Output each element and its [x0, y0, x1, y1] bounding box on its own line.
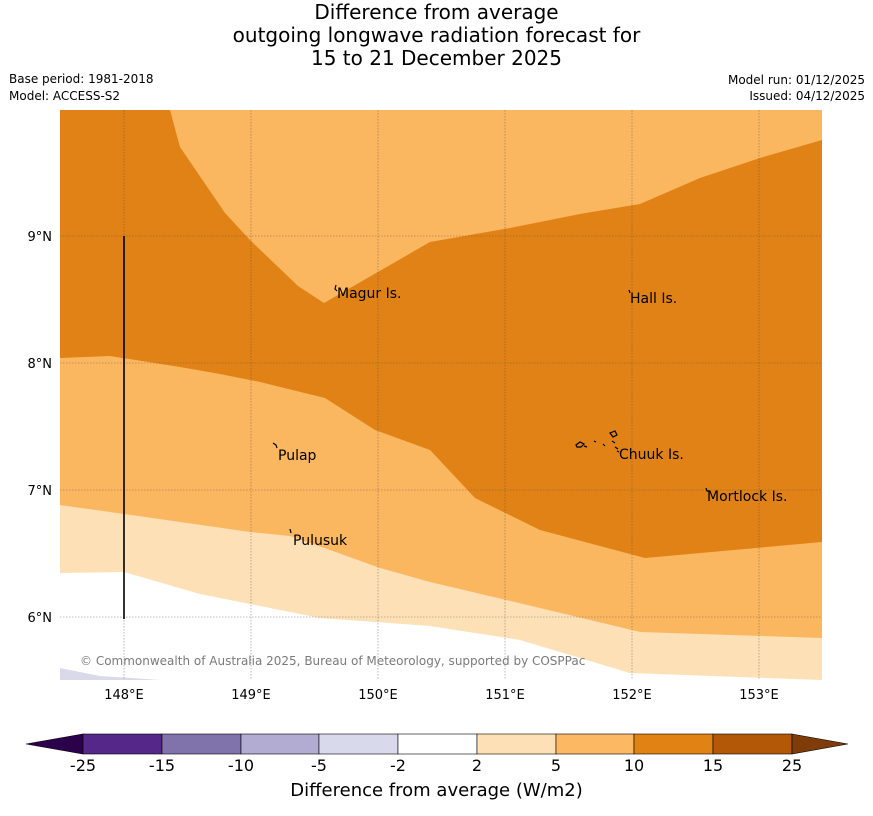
colorbar-segment-5 [397, 733, 478, 755]
lon-label-151E: 151°E [485, 688, 525, 703]
colorbar-arrow-right [791, 733, 849, 755]
magur-island-shape [334, 284, 338, 292]
lat-label-7N: 7°N [28, 484, 53, 499]
colorbar-segment-1 [82, 733, 163, 755]
place-mortlock: Mortlock Is. [707, 489, 787, 505]
colorbar-tick-label: 25 [782, 756, 802, 775]
lon-label-150E: 150°E [358, 688, 398, 703]
copyright-notice: © Commonwealth of Australia 2025, Bureau… [80, 654, 585, 668]
model-run-label: Model run: 01/12/2025 [727, 73, 865, 87]
colorbar-arrow-left [25, 733, 84, 755]
issued-label: Issued: 04/12/2025 [749, 89, 865, 103]
place-chuuk: Chuuk Is. [619, 447, 684, 463]
colorbar-segment-2 [161, 733, 242, 755]
pulusuk-island-shape [289, 528, 292, 534]
lat-label-6N: 6°N [28, 611, 53, 626]
colorbar-tick-label: 15 [703, 756, 723, 775]
place-pulusuk: Pulusuk [293, 533, 348, 549]
chart-title-line-2: outgoing longwave radiation forecast for [232, 23, 641, 47]
band-10-15 [60, 110, 822, 558]
lon-label-148E: 148°E [104, 688, 144, 703]
colorbar-tick-label: -5 [311, 756, 327, 775]
gridlines [60, 110, 822, 680]
colorbar-tick-label: 2 [472, 756, 482, 775]
mortlock-island-shape [705, 487, 709, 492]
colorbar-tick-label: -2 [390, 756, 406, 775]
colorbar-segment-7 [555, 733, 635, 755]
colorbar-segment-3 [240, 733, 320, 755]
base-period-label: Base period: 1981-2018 [9, 72, 154, 86]
hall-island-shape [628, 289, 631, 294]
colorbar-segment-9 [712, 733, 793, 755]
place-hall: Hall Is. [630, 291, 677, 307]
colorbar-title: Difference from average (W/m2) [290, 780, 583, 801]
place-magur: Magur Is. [337, 286, 402, 302]
lat-label-9N: 9°N [28, 230, 53, 245]
island-outlines [272, 284, 709, 534]
chuuk-island-shape [575, 430, 620, 453]
place-pulap: Pulap [278, 448, 317, 464]
lon-label-152E: 152°E [612, 688, 652, 703]
chart-title-line-1: Difference from average [314, 0, 559, 24]
chart-title-line-3: 15 to 21 December 2025 [310, 46, 562, 70]
lon-label-153E: 153°E [739, 688, 779, 703]
colorbar-tick-label: -10 [228, 756, 254, 775]
pulap-island-shape [272, 442, 278, 449]
map-area: Magur Is. Hall Is. Pulap Chuuk Is. Mortl… [60, 110, 822, 680]
model-label: Model: ACCESS-S2 [9, 89, 121, 103]
colorbar-tick-label: -25 [70, 756, 96, 775]
lat-label-8N: 8°N [28, 357, 53, 372]
colorbar [25, 733, 849, 755]
colorbar-tick-label: 10 [624, 756, 644, 775]
colorbar-tick-label: 5 [551, 756, 561, 775]
colorbar-segment-4 [318, 733, 399, 755]
colorbar-segment-8 [633, 733, 714, 755]
colorbar-segment-6 [476, 733, 557, 755]
lon-label-149E: 149°E [231, 688, 271, 703]
colorbar-tick-label: -15 [149, 756, 175, 775]
